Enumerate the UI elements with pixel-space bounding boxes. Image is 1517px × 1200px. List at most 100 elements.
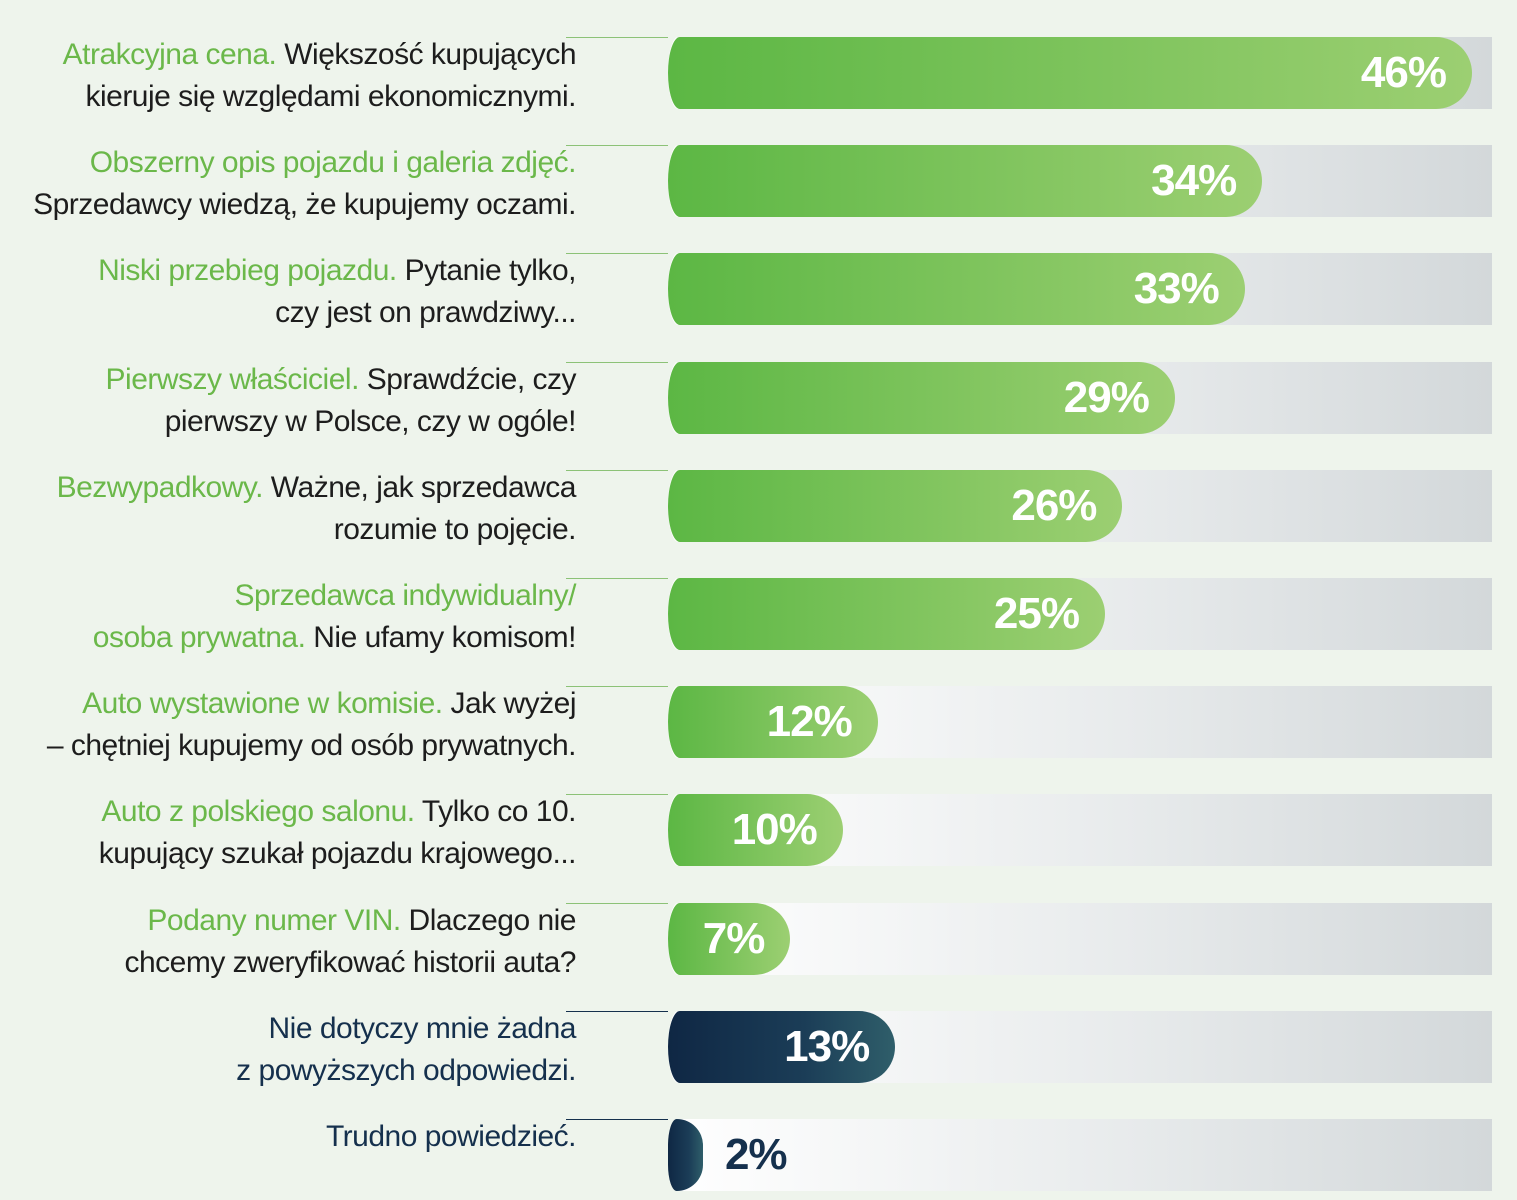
category-label-line1: Bezwypadkowy. Ważne, jak sprzedawca (10, 467, 577, 509)
value-label: 12% (766, 697, 853, 746)
leader-line (566, 1011, 668, 1012)
category-label-line1: Auto z polskiego salonu. Tylko co 10. (10, 791, 576, 833)
category-highlight-text: Obszerny opis pojazdu i galeria zdjęć. (89, 146, 577, 179)
leader-line (566, 470, 668, 471)
category-label-line1: Obszerny opis pojazdu i galeria zdjęć. (10, 142, 577, 184)
category-label: Auto z polskiego salonu. Tylko co 10. kup… (10, 791, 577, 875)
bar (668, 145, 1263, 217)
category-label: Trudno powiedzieć. (10, 1116, 577, 1158)
category-description-text: czy jest on prawdziwy... (275, 296, 576, 329)
chart-row: Niski przebieg pojazdu. Pytanie tylko, cz… (0, 253, 1517, 329)
chart-row: Obszerny opis pojazdu i galeria zdjęć. Sp… (0, 145, 1517, 221)
bar-track (668, 1119, 1492, 1191)
category-highlight-text: Pierwszy właściciel. (105, 363, 360, 396)
chart-row: Auto wystawione w komisie. Jak wyżej – ch… (0, 686, 1517, 762)
category-highlight-text: Trudno powiedzieć. (325, 1120, 577, 1153)
category-label-line1: Nie dotyczy mnie żadna (10, 1008, 577, 1050)
category-label: Nie dotyczy mnie żadna z powyższych odpow… (10, 1008, 576, 1092)
category-label: Atrakcyjna cena. Większość kupujących kie… (10, 34, 577, 118)
chart-row: Trudno powiedzieć. 2% (0, 1119, 1517, 1191)
value-label: 2% (724, 1130, 788, 1179)
bar (668, 1119, 703, 1191)
category-description-text: pierwszy w Polsce, czy w ogóle! (164, 405, 577, 438)
category-label-line2: chcemy zweryfikować historii auta? (10, 942, 576, 984)
category-highlight-text: Niski przebieg pojazdu. (98, 254, 397, 287)
category-label-line1: Trudno powiedzieć. (10, 1116, 577, 1158)
leader-line (566, 145, 668, 146)
category-label-line2: osoba prywatna. Nie ufamy komisom! (10, 617, 577, 659)
category-description-text: Dlaczego nie (400, 904, 577, 937)
category-description-text: kieruje się względami ekonomicznymi. (85, 80, 576, 113)
category-highlight-text: Auto wystawione w komisie. (82, 687, 443, 720)
category-description-text: kupujący szukał pojazdu krajowego... (98, 837, 577, 870)
category-label-line1: Niski przebieg pojazdu. Pytanie tylko, (10, 250, 576, 292)
chart-row: Bezwypadkowy. Ważne, jak sprzedawca rozum… (0, 470, 1517, 546)
bar (668, 470, 1123, 542)
category-label-line1: Pierwszy właściciel. Sprawdźcie, czy (10, 359, 577, 401)
category-highlight-text: Bezwypadkowy. (56, 471, 264, 504)
category-highlight-text: Auto z polskiego salonu. (101, 795, 415, 828)
category-description-text: Pytanie tylko, (396, 254, 577, 287)
category-label: Obszerny opis pojazdu i galeria zdjęć. Sp… (10, 142, 576, 226)
bar (668, 37, 1472, 109)
category-label: Pierwszy właściciel. Sprawdźcie, czy pier… (10, 359, 577, 443)
bar (668, 253, 1245, 325)
category-label-line2: pierwszy w Polsce, czy w ogóle! (10, 401, 577, 443)
category-label-line2: rozumie to pojęcie. (10, 509, 577, 551)
leader-line (566, 253, 668, 254)
value-label: 7% (702, 914, 766, 963)
chart-row: Auto z polskiego salonu. Tylko co 10. kup… (0, 794, 1517, 870)
leader-line (566, 578, 668, 579)
value-label: 34% (1151, 156, 1237, 205)
bar (668, 578, 1105, 650)
chart-row: Sprzedawca indywidualny/osoba prywatna. … (0, 578, 1517, 654)
value-label: 25% (993, 589, 1080, 638)
category-description-text: Większość kupujących (276, 38, 576, 71)
chart-row: Podany numer VIN. Dlaczego nie chcemy zwe… (0, 903, 1517, 979)
category-description-text: z powyższych odpowiedzi. (236, 1054, 576, 1087)
value-label: 26% (1011, 481, 1097, 530)
chart-row: Nie dotyczy mnie żadna z powyższych odpow… (0, 1011, 1517, 1087)
category-description-text: – chętniej kupujemy od osób prywatnych. (46, 729, 577, 762)
category-label-line1: Atrakcyjna cena. Większość kupujących (10, 34, 577, 76)
leader-line (566, 903, 668, 904)
category-description-text: chcemy zweryfikować historii auta? (124, 946, 576, 979)
category-description-text: Tylko co 10. (414, 795, 577, 828)
value-label: 29% (1063, 373, 1150, 422)
bar (668, 903, 791, 975)
leader-line (566, 362, 668, 363)
category-label-line1: Sprzedawca indywidualny/ (10, 575, 576, 617)
category-description-text: Sprawdźcie, czy (358, 363, 577, 396)
category-highlight-text: Nie dotyczy mnie żadna (268, 1012, 577, 1045)
category-label: Auto wystawione w komisie. Jak wyżej – ch… (10, 683, 577, 767)
bar-track (668, 903, 1492, 975)
category-label-line2: kieruje się względami ekonomicznymi. (10, 76, 576, 118)
leader-line (566, 794, 668, 795)
leader-line (566, 1119, 668, 1120)
category-label-line2: – chętniej kupujemy od osób prywatnych. (10, 725, 577, 767)
chart-row: Atrakcyjna cena. Większość kupujących kie… (0, 37, 1517, 113)
category-highlight-text: osoba prywatna. (92, 621, 306, 654)
category-label: Podany numer VIN. Dlaczego nie chcemy zwe… (10, 900, 576, 984)
value-label: 33% (1133, 264, 1220, 313)
category-description-text: rozumie to pojęcie. (333, 513, 577, 546)
category-label: Niski przebieg pojazdu. Pytanie tylko, cz… (10, 250, 576, 334)
category-highlight-text: Sprzedawca indywidualny/ (234, 579, 576, 612)
value-label: 46% (1360, 48, 1447, 97)
category-label-line2: czy jest on prawdziwy... (10, 292, 576, 334)
category-description-text: Jak wyżej (442, 687, 576, 720)
value-label: 10% (731, 805, 818, 854)
category-description-text: Ważne, jak sprzedawca (262, 471, 577, 504)
chart-row: Pierwszy właściciel. Sprawdźcie, czy pier… (0, 362, 1517, 438)
category-label: Bezwypadkowy. Ważne, jak sprzedawca rozum… (10, 467, 577, 551)
leader-line (566, 37, 668, 38)
bar (668, 362, 1175, 434)
category-label-line1: Podany numer VIN. Dlaczego nie (10, 900, 576, 942)
bar (668, 794, 843, 866)
category-description-text: Nie ufamy komisom! (305, 621, 576, 654)
bar (668, 1011, 896, 1083)
category-label-line2: kupujący szukał pojazdu krajowego... (10, 833, 577, 875)
bar (668, 686, 878, 758)
category-label: Sprzedawca indywidualny/osoba prywatna. … (10, 575, 577, 659)
category-label-line2: z powyższych odpowiedzi. (10, 1050, 576, 1092)
